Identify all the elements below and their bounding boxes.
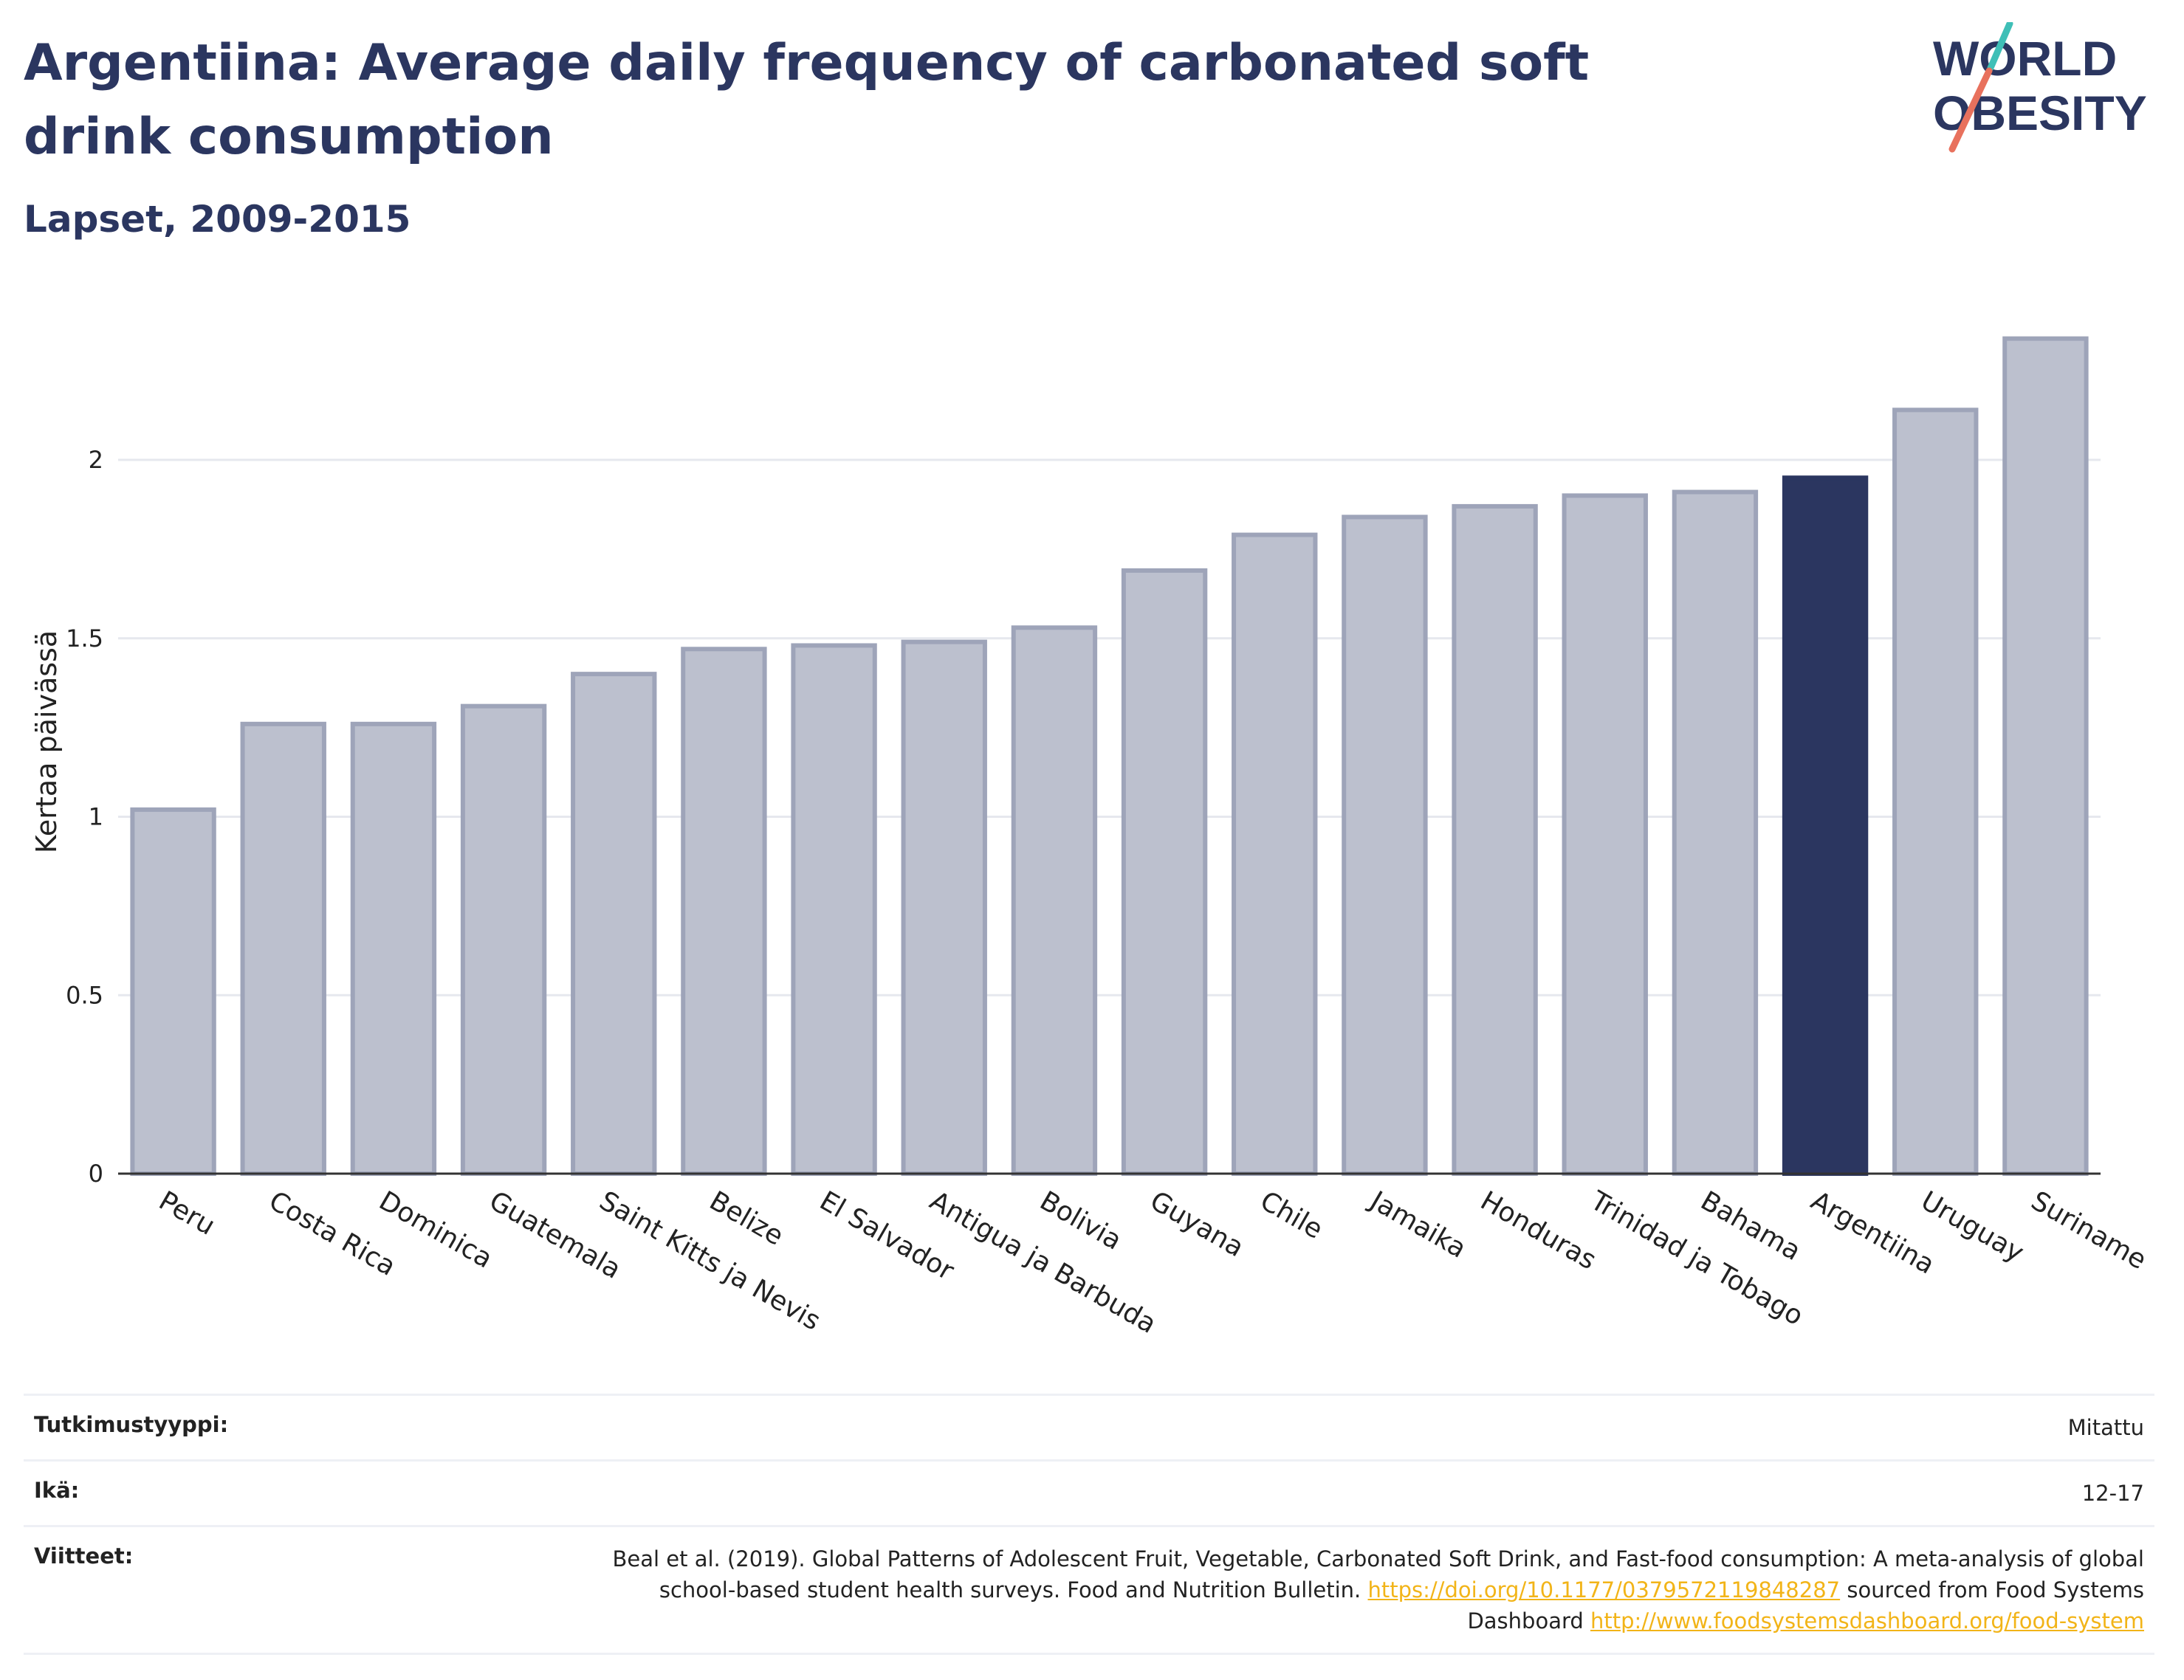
bar [1562, 493, 1648, 1176]
bar [2002, 336, 2089, 1176]
x-tick-label: Honduras [1475, 1185, 1601, 1276]
y-axis-label: Kertaa päivässä [30, 630, 63, 853]
x-tick-label: Belize [704, 1185, 789, 1251]
logo-word-world: WORLD [1933, 31, 2117, 86]
x-tick-label: Jamaika [1364, 1185, 1471, 1264]
bar [350, 721, 437, 1176]
meta-row-study-type: Tutkimustyyppi: Mitattu [24, 1394, 2154, 1459]
bar [460, 703, 547, 1176]
x-tick-label: Trinidad ja Tobago [1584, 1185, 1808, 1332]
x-tick-label: Suriname [2026, 1185, 2152, 1276]
meta-row-references: Viitteet: Beal et al. (2019). Global Pat… [24, 1525, 2154, 1655]
bar [791, 643, 877, 1176]
x-tick-label: Argentiina [1806, 1185, 1940, 1280]
references-label: Viitteet: [34, 1543, 134, 1569]
food-systems-link[interactable]: http://www.foodsystemsdashboard.org/food… [1590, 1608, 2144, 1633]
age-label: Ikä: [34, 1478, 80, 1503]
y-tick-label: 2 [89, 446, 103, 474]
study-type-value: Mitattu [2067, 1415, 2144, 1440]
logo-slash-coral [1948, 67, 1993, 153]
metadata-table: Tutkimustyyppi: Mitattu Ikä: 12-17 Viitt… [24, 1394, 2154, 1655]
x-tick-label: Chile [1255, 1185, 1328, 1245]
world-obesity-logo: WORLD OBESITY [1933, 22, 2147, 153]
bar [571, 672, 657, 1176]
bar [681, 647, 767, 1176]
bar [1892, 407, 1979, 1176]
x-tick-label: Bolivia [1034, 1185, 1127, 1256]
bar [1782, 475, 1869, 1177]
logo-slash-teal [1987, 22, 2013, 72]
bar [130, 807, 216, 1176]
references-value: Beal et al. (2019). Global Patterns of A… [557, 1543, 2144, 1636]
x-tick-label: Peru [154, 1185, 220, 1242]
chart-title: Argentiina: Average daily frequency of c… [24, 34, 1590, 166]
references-text-1: Beal et al. (2019). Global Patterns of A… [612, 1546, 2144, 1602]
bar [1011, 625, 1098, 1176]
chart-subtitle: Lapset, 2009-2015 [24, 198, 411, 241]
study-type-label: Tutkimustyyppi: [34, 1412, 229, 1437]
y-tick-label: 0 [89, 1160, 103, 1188]
y-tick-label: 0.5 [66, 981, 103, 1009]
references-text-2: sourced from Food Systems Dashboard [1467, 1577, 2144, 1633]
bar [1452, 503, 1538, 1176]
bar [1232, 532, 1318, 1176]
logo-word-obesity: OBESITY [1933, 86, 2147, 140]
bar [240, 721, 326, 1176]
y-tick-label: 1.5 [66, 624, 103, 653]
doi-link[interactable]: https://doi.org/10.1177/0379572119848287 [1367, 1577, 1841, 1602]
bar [1121, 568, 1208, 1176]
y-tick-label: 1 [89, 803, 103, 831]
meta-row-age: Ikä: 12-17 [24, 1459, 2154, 1525]
bar [1672, 489, 1759, 1176]
x-tick-label: Guyana [1145, 1185, 1249, 1263]
bar [1342, 514, 1428, 1176]
age-value: 12-17 [2081, 1481, 2144, 1506]
bar [901, 639, 987, 1176]
